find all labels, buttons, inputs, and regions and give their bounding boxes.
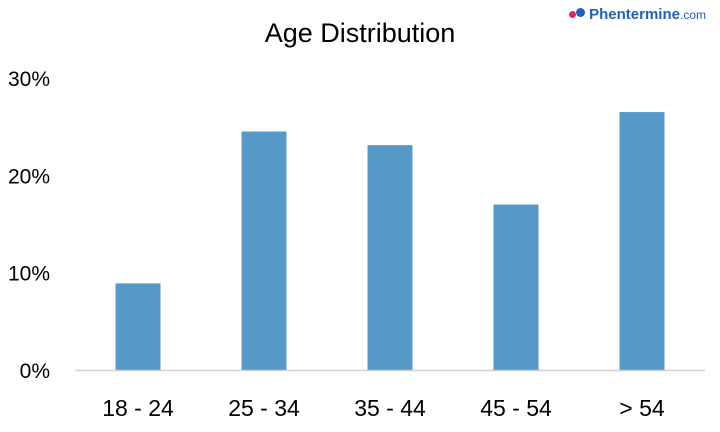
x-tick-label: 25 - 34: [228, 395, 300, 421]
logo-name: Phentermine: [589, 6, 680, 23]
x-axis: 18 - 24 25 - 34 35 - 44 45 - 54 > 54: [102, 395, 665, 421]
bar: [367, 145, 413, 370]
logo-suffix: .com: [679, 8, 706, 22]
bar: [115, 283, 161, 370]
bar: [241, 131, 287, 370]
y-tick-label: 20%: [8, 165, 50, 188]
x-tick-label: > 54: [619, 395, 665, 421]
x-tick-label: 45 - 54: [480, 395, 552, 421]
bar: [493, 204, 539, 370]
pill-icon: [569, 7, 587, 19]
x-tick-label: 35 - 44: [354, 395, 426, 421]
y-tick-label: 10%: [8, 263, 50, 286]
y-tick-label: 30%: [8, 68, 50, 91]
bar: [619, 112, 665, 371]
chart-title: Age Distribution: [265, 18, 456, 48]
y-axis: 0% 10% 20% 30%: [8, 68, 50, 383]
x-tick-label: 18 - 24: [102, 395, 174, 421]
bars: [115, 112, 665, 371]
site-logo: Phentermine .com: [569, 6, 706, 23]
y-tick-label: 0%: [20, 360, 50, 383]
